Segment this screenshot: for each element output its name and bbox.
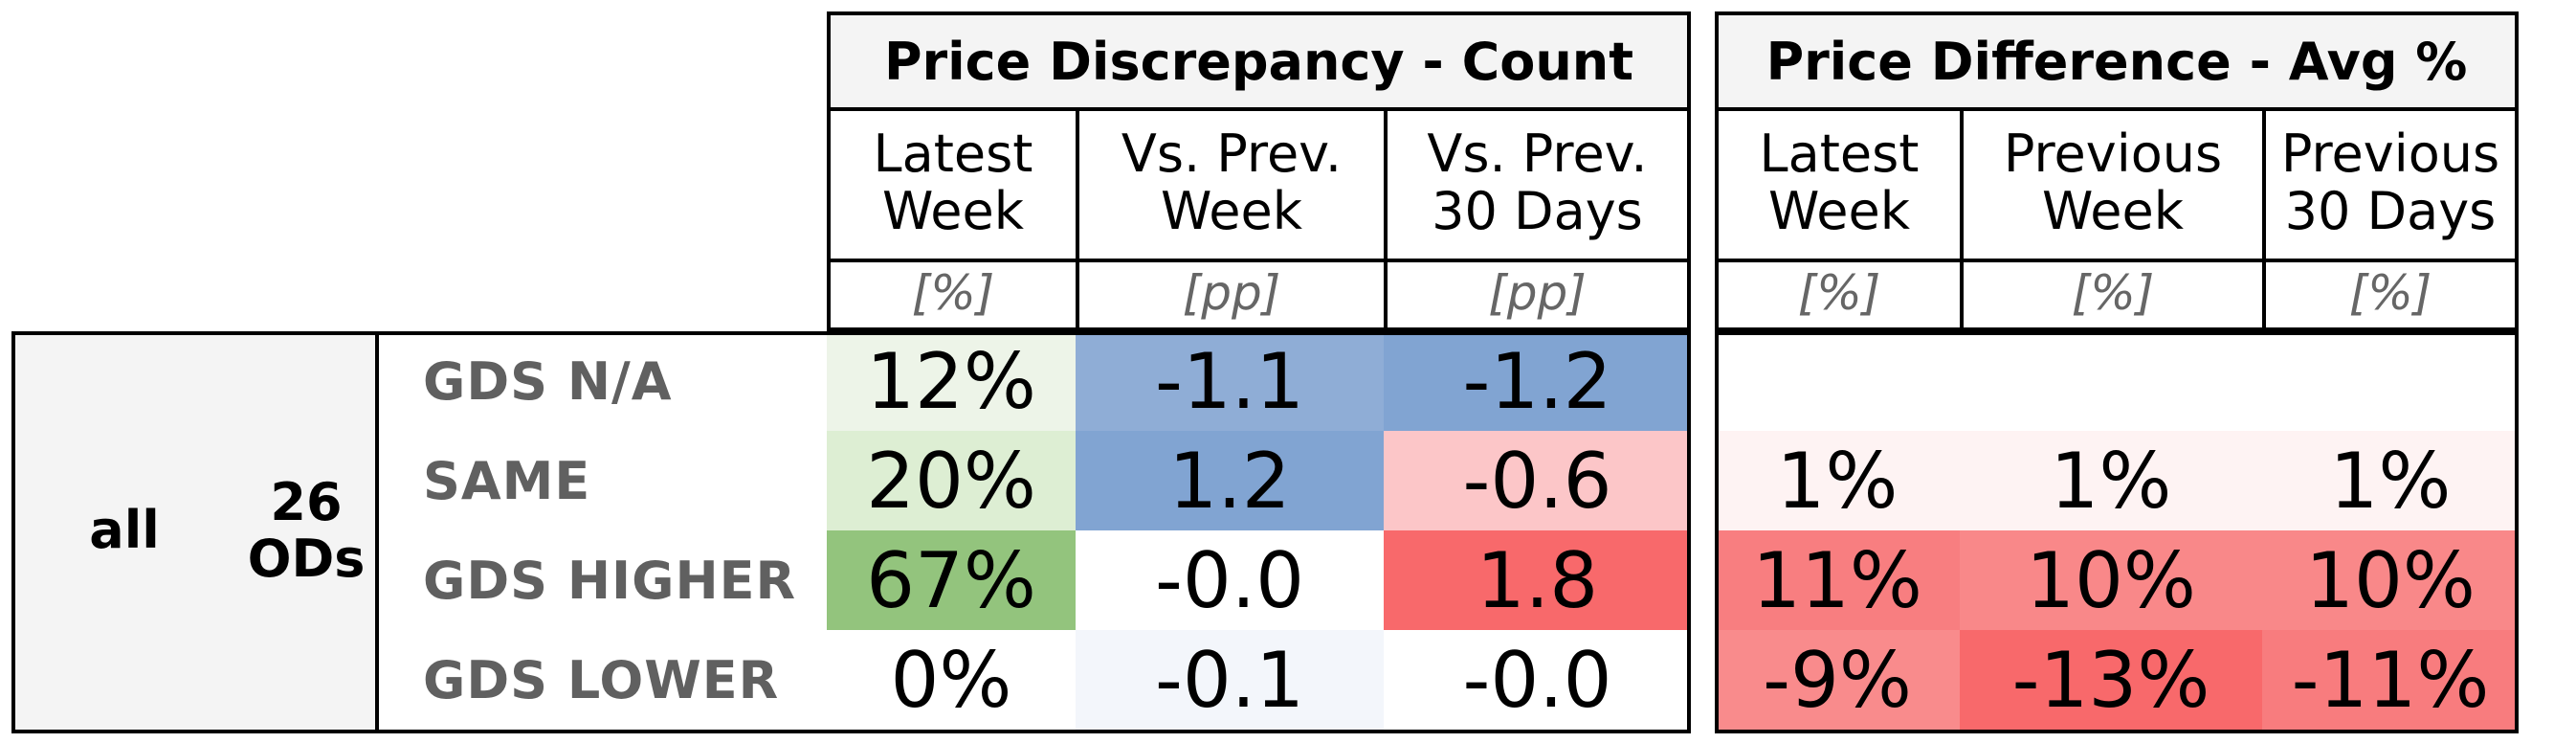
data-cell: [1960, 331, 2262, 431]
column-header: Previous Week: [1960, 107, 2266, 262]
data-cell: 10%: [2262, 530, 2519, 630]
data-cell: -1.1: [1076, 331, 1384, 431]
data-cell: 1%: [1960, 431, 2262, 530]
column-header: Latest Week: [827, 107, 1079, 262]
column-unit: [%]: [827, 259, 1079, 331]
data-cell: [2262, 331, 2519, 431]
row-label: GDS LOWER: [423, 649, 780, 710]
group-sublabel: 26 ODs: [247, 471, 366, 589]
column-unit: [%]: [2262, 259, 2519, 331]
data-cell: 11%: [1715, 530, 1960, 630]
data-cell: 1%: [2262, 431, 2519, 530]
column-header: Vs. Prev. Week: [1076, 107, 1388, 262]
section-title: Price Difference - Avg %: [1715, 11, 2519, 111]
data-cell: -0.0: [1384, 630, 1691, 730]
group-panel: [11, 331, 379, 733]
data-cell: 10%: [1960, 530, 2262, 630]
data-cell: -9%: [1715, 630, 1960, 730]
column-header: Latest Week: [1715, 107, 1964, 262]
column-unit: [%]: [1715, 259, 1964, 331]
data-cell: -0.0: [1076, 530, 1384, 630]
data-cell: -11%: [2262, 630, 2519, 730]
column-header: Previous 30 Days: [2262, 107, 2519, 262]
column-header: Vs. Prev. 30 Days: [1384, 107, 1691, 262]
data-cell: 1.2: [1076, 431, 1384, 530]
data-cell: -0.1: [1076, 630, 1384, 730]
row-label: GDS N/A: [423, 350, 673, 412]
data-cell: 1.8: [1384, 530, 1691, 630]
data-cell: [1715, 331, 1960, 431]
data-cell: 20%: [827, 431, 1076, 530]
data-cell: 1%: [1715, 431, 1960, 530]
section-title: Price Discrepancy - Count: [827, 11, 1691, 111]
column-unit: [pp]: [1076, 259, 1388, 331]
row-label: SAME: [423, 450, 591, 511]
column-unit: [%]: [1960, 259, 2266, 331]
group-divider: [375, 331, 379, 733]
group-label: all: [89, 500, 160, 561]
data-cell: 12%: [827, 331, 1076, 431]
right-body-border: [1715, 331, 2519, 733]
left-body-border: [11, 331, 1691, 733]
data-cell: -13%: [1960, 630, 2262, 730]
column-unit: [pp]: [1384, 259, 1691, 331]
data-cell: 67%: [827, 530, 1076, 630]
row-label: GDS HIGHER: [423, 550, 797, 611]
data-cell: 0%: [827, 630, 1076, 730]
data-cell: -0.6: [1384, 431, 1691, 530]
data-cell: -1.2: [1384, 331, 1691, 431]
